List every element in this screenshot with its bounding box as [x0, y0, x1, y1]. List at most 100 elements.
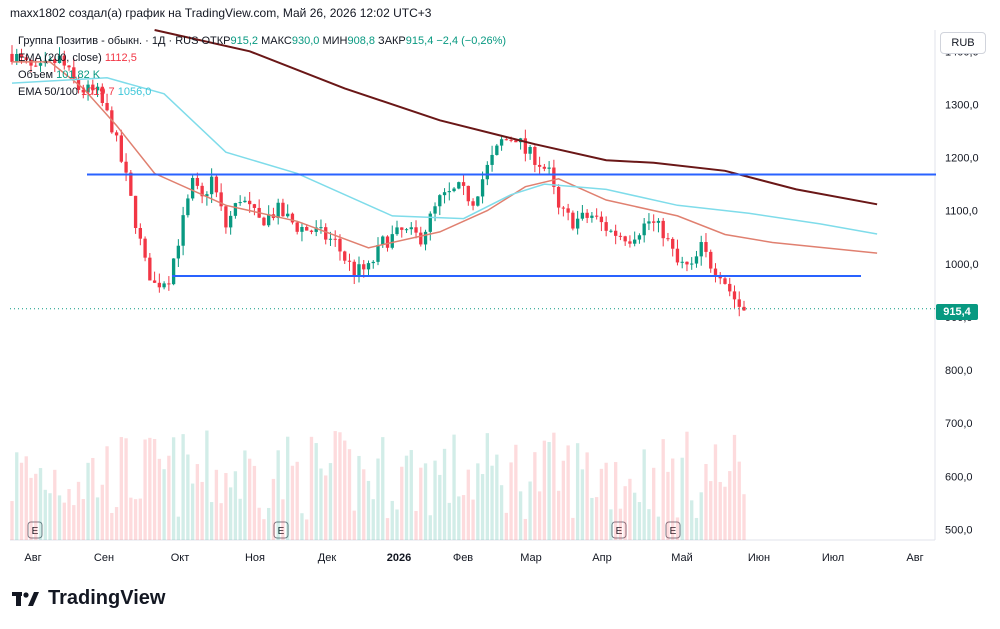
volume-bar [252, 465, 257, 540]
candle-body [400, 227, 404, 230]
brand-name: TradingView [48, 587, 166, 609]
volume-bar [414, 510, 418, 540]
candle-body [495, 145, 499, 155]
volume-bar [471, 499, 475, 540]
close-value: 915,4 [405, 35, 434, 47]
volume-bar [95, 497, 100, 540]
x-tick-label: Мар [520, 552, 542, 564]
candle-body [423, 231, 428, 245]
candle-body [685, 261, 689, 265]
earnings-marker [611, 521, 627, 539]
candle-body [694, 256, 699, 264]
candle-body [357, 264, 361, 277]
volume-bar [533, 452, 537, 540]
volume-label: Объем [18, 69, 54, 81]
volume-bar [34, 473, 38, 540]
candle-body [195, 177, 200, 186]
candle-body [176, 245, 181, 259]
candle-body [656, 220, 661, 223]
chart-legend: Группа Позитив - обыкн. · 1Д · RUS ОТКР9… [18, 33, 506, 101]
legend-ema50-100-row[interactable]: EMA 50/100 1019,7 1056,0 [18, 84, 506, 101]
candle-body [680, 261, 684, 263]
candle-body [129, 172, 133, 196]
legend-symbol[interactable]: Группа Позитив - обыкн. · 1Д · RUS [18, 35, 199, 47]
x-tick-label: Апр [592, 552, 611, 564]
volume-bar [514, 444, 518, 540]
y-tick-label: 1200,0 [945, 153, 979, 165]
volume-bar [594, 497, 599, 540]
candle-body [238, 202, 242, 204]
candle-body [514, 140, 518, 143]
volume-bar [15, 452, 19, 540]
candle-body [447, 191, 451, 193]
candle-body [10, 53, 14, 62]
candle-body [666, 238, 670, 240]
candle-body [38, 63, 43, 66]
candle-body [347, 260, 352, 262]
candle-body [699, 242, 703, 257]
candle-body [371, 261, 375, 264]
volume-bar [352, 510, 356, 540]
volume-bar [575, 443, 580, 540]
volume-bar [704, 463, 708, 540]
legend-volume-row[interactable]: Объем 101,82 K [18, 67, 506, 84]
volume-bar [143, 439, 147, 540]
currency-button[interactable]: RUB [940, 32, 986, 54]
volume-bar [276, 450, 280, 540]
volume-bar [29, 477, 33, 540]
x-tick-label: Ноя [245, 552, 265, 564]
candle-body [504, 139, 509, 141]
candle-body [732, 291, 737, 300]
candle-body [533, 146, 537, 165]
volume-bar [499, 485, 504, 540]
volume-bar [442, 448, 447, 540]
volume-bar [409, 450, 413, 540]
x-tick-label: Май [671, 552, 693, 564]
volume-bar [419, 467, 423, 540]
x-tick-label: Авг [24, 552, 41, 564]
y-tick-label: 600,0 [945, 471, 973, 483]
candle-body [409, 227, 413, 230]
candle-body [138, 228, 143, 239]
y-tick-label: 1000,0 [945, 259, 979, 271]
volume-bar [671, 458, 675, 540]
volume-bar [675, 517, 680, 540]
volume-bar [81, 499, 85, 540]
candle-body [290, 213, 295, 223]
volume-bar [209, 502, 214, 540]
volume-bar [91, 457, 95, 540]
volume-bar [219, 503, 223, 540]
legend-ema200-row[interactable]: EMA (200, close) 1112,5 [18, 50, 506, 67]
candle-body [15, 53, 19, 62]
candle-body [224, 206, 228, 228]
volume-bar [528, 481, 532, 540]
volume-bar [295, 461, 299, 540]
volume-bar [618, 508, 623, 540]
candle-body [233, 203, 238, 216]
volume-bar [110, 512, 114, 540]
volume-bar [124, 438, 128, 540]
candle-body [157, 282, 162, 288]
candle-body [395, 227, 399, 235]
volume-bar [490, 465, 494, 540]
chart-header: maxx1802 создал(а) график на TradingView… [10, 6, 432, 20]
volume-bar [623, 486, 627, 540]
volume-bar [694, 517, 699, 540]
candle-body [623, 236, 627, 242]
volume-bar [509, 462, 513, 540]
y-tick-label: 1300,0 [945, 99, 979, 111]
volume-bar [604, 462, 608, 540]
earnings-marker [273, 521, 289, 539]
volume-bar [718, 481, 722, 540]
volume-bar [556, 490, 561, 540]
volume-bar [200, 481, 204, 540]
candle-body [633, 239, 637, 244]
candle-body [376, 244, 380, 262]
volume-bar [428, 515, 432, 540]
low-label: МИН [322, 35, 348, 47]
candle-body [205, 194, 209, 197]
volume-bar [599, 468, 604, 540]
volume-bar [309, 436, 314, 540]
volume-bar [114, 507, 119, 540]
